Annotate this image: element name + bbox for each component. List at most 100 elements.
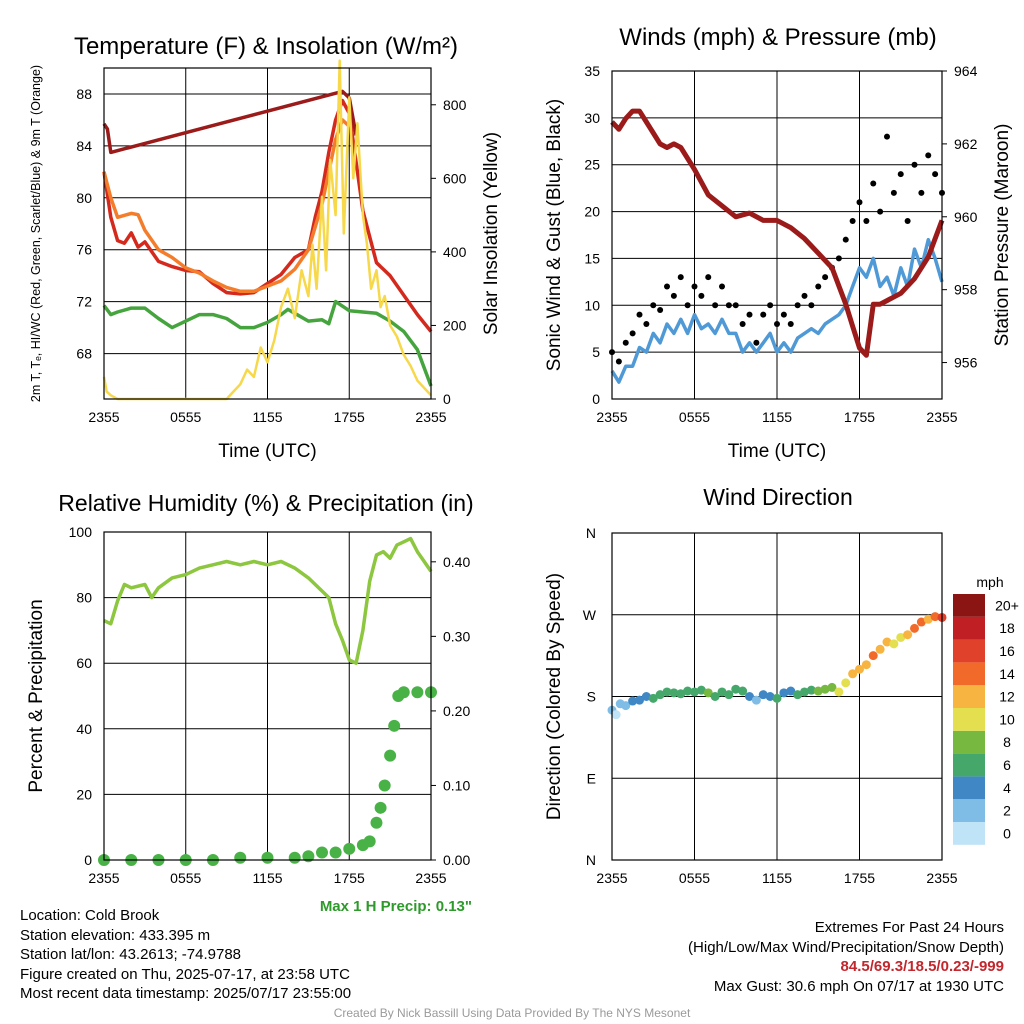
wind-direction-point bbox=[731, 684, 741, 694]
y2-tick-label: 0.40 bbox=[443, 554, 470, 570]
wind-direction-point bbox=[923, 614, 933, 624]
series-point bbox=[374, 801, 387, 814]
series-point bbox=[643, 321, 650, 328]
series-line bbox=[103, 536, 433, 665]
station-info: Location: Cold Brook Station elevation: … bbox=[20, 906, 351, 1004]
series-point bbox=[863, 217, 870, 224]
series-point bbox=[719, 283, 725, 290]
colorbar-label: 8 bbox=[1003, 734, 1011, 750]
series-point bbox=[801, 292, 808, 299]
wind-direction-point bbox=[676, 689, 686, 699]
series-point bbox=[753, 339, 760, 346]
series-line bbox=[610, 237, 944, 384]
wind-direction-point bbox=[724, 690, 734, 700]
y-tick-label: 10 bbox=[584, 297, 600, 313]
plot-area bbox=[98, 536, 437, 866]
y2-tick-label: 200 bbox=[443, 317, 467, 333]
x-tick-label: 1155 bbox=[762, 409, 792, 425]
series-point bbox=[794, 302, 801, 309]
x-tick-label: 2355 bbox=[596, 409, 627, 425]
chart-title: Relative Humidity (%) & Precipitation (i… bbox=[58, 490, 473, 516]
x-tick-label: 0555 bbox=[679, 870, 710, 886]
x-tick-label: 2355 bbox=[596, 870, 627, 886]
y-tick-label: 25 bbox=[584, 157, 600, 173]
colorbar-swatch bbox=[953, 662, 985, 686]
series-point bbox=[397, 686, 410, 699]
y2-tick-label: 0.10 bbox=[443, 777, 470, 793]
wind-direction-point bbox=[690, 687, 699, 697]
x-tick-label: 0555 bbox=[170, 409, 201, 425]
series-point bbox=[739, 321, 746, 328]
series-point bbox=[378, 779, 391, 792]
colorbar-label: 12 bbox=[999, 689, 1015, 705]
y-tick-label: E bbox=[587, 770, 596, 786]
plot-frame bbox=[611, 532, 943, 861]
plot-frame bbox=[103, 531, 432, 861]
colorbar-title: mph bbox=[976, 574, 1003, 590]
colorbar-label: 16 bbox=[999, 643, 1015, 659]
x-tick-label: 1755 bbox=[334, 870, 365, 886]
colorbar-label: 14 bbox=[999, 666, 1015, 682]
x-tick-label: 1755 bbox=[334, 409, 365, 425]
series-point bbox=[918, 189, 925, 196]
series-point bbox=[849, 217, 856, 224]
series-point bbox=[835, 255, 842, 262]
y-axis-label: Direction (Colored By Speed) bbox=[544, 573, 565, 820]
wind-direction-point bbox=[827, 682, 837, 692]
series-point bbox=[760, 311, 767, 318]
series-point bbox=[932, 171, 939, 178]
colorbar-label: 4 bbox=[1003, 780, 1011, 796]
colorbar-swatch bbox=[953, 616, 985, 640]
series-point bbox=[288, 851, 301, 864]
chart-panel-2: Winds (mph) & Pressure (mb) 2355 0555 1155 1… bbox=[544, 24, 1013, 462]
wind-direction-point bbox=[662, 687, 672, 697]
colorbar-swatch bbox=[953, 822, 985, 845]
station-elevation: Station elevation: 433.395 m bbox=[20, 926, 211, 944]
x-tick-label: 2355 bbox=[926, 409, 957, 425]
y2-tick-label: 600 bbox=[443, 170, 467, 186]
x-axis-label: Time (UTC) bbox=[728, 441, 827, 462]
series-point bbox=[691, 283, 698, 290]
series-point bbox=[712, 302, 719, 309]
y-tick-label: 72 bbox=[76, 294, 92, 310]
y2-axis-label: Solar Insolation (Yellow) bbox=[481, 132, 502, 335]
series-line bbox=[102, 299, 433, 387]
series-point bbox=[780, 311, 787, 318]
series-point bbox=[897, 171, 904, 178]
plot-frame bbox=[103, 67, 432, 400]
y2-tick-label: 400 bbox=[443, 244, 467, 260]
y2-tick-label: 958 bbox=[954, 282, 978, 298]
y-tick-label: 80 bbox=[76, 190, 92, 206]
y-tick-label: N bbox=[586, 852, 596, 868]
y-tick-label: S bbox=[587, 689, 596, 705]
series-point bbox=[657, 306, 664, 313]
series-point bbox=[316, 846, 328, 859]
y2-tick-label: 0.00 bbox=[443, 852, 470, 868]
series-point bbox=[808, 302, 815, 309]
x-tick-label: 2355 bbox=[415, 409, 446, 425]
series-point bbox=[384, 749, 397, 762]
wind-direction-point bbox=[882, 637, 892, 647]
series-point bbox=[746, 311, 753, 318]
wind-direction-point bbox=[875, 644, 885, 654]
y-tick-label: 100 bbox=[69, 524, 93, 540]
y-tick-label: 80 bbox=[76, 590, 92, 606]
series-point bbox=[411, 686, 424, 699]
wind-direction-point bbox=[696, 685, 706, 695]
figure-created: Figure created on Thu, 2025-07-17, at 23… bbox=[20, 965, 350, 983]
colorbar-label: 0 bbox=[1003, 825, 1011, 841]
series-point bbox=[774, 321, 780, 328]
y2-tick-label: 956 bbox=[954, 355, 978, 371]
wind-direction-point bbox=[635, 695, 644, 705]
wind-direction-point bbox=[903, 630, 913, 640]
wind-direction-point bbox=[889, 639, 899, 649]
colorbar-label: 10 bbox=[999, 711, 1015, 727]
series-point bbox=[670, 292, 677, 299]
y-tick-label: 20 bbox=[584, 204, 600, 220]
series-point bbox=[925, 152, 932, 159]
y2-tick-label: 0 bbox=[443, 391, 451, 407]
series-point bbox=[725, 302, 732, 309]
series-point bbox=[877, 208, 884, 215]
series-point bbox=[787, 321, 794, 328]
